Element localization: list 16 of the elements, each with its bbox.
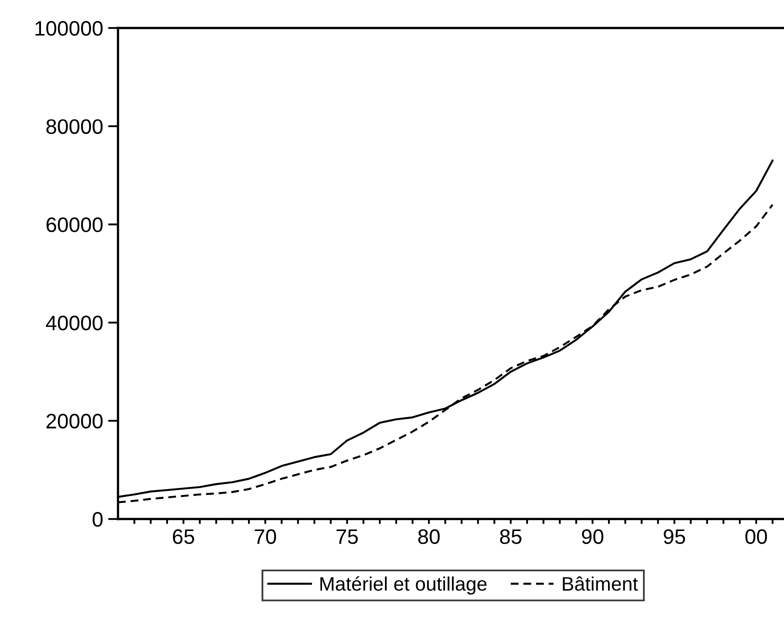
x-tick-label: 80	[418, 529, 440, 544]
y-tick-label: 0	[92, 512, 103, 527]
legend-label: Bâtiment	[562, 576, 638, 591]
x-tick-label: 00	[745, 529, 767, 544]
y-tick-label: 100000	[35, 21, 103, 36]
y-tick-label: 80000	[46, 119, 103, 134]
legend-label: Matériel et outillage	[320, 576, 487, 595]
x-tick-label: 85	[500, 529, 522, 544]
x-tick-label: 75	[336, 529, 358, 544]
x-tick-label: 90	[582, 529, 604, 544]
y-tick-label: 60000	[46, 217, 103, 232]
y-tick-label: 20000	[46, 414, 103, 429]
y-tick-label: 40000	[46, 316, 103, 330]
x-tick-label: 70	[254, 529, 276, 544]
x-tick-label: 95	[664, 529, 686, 544]
x-tick-label: 65	[172, 529, 194, 544]
